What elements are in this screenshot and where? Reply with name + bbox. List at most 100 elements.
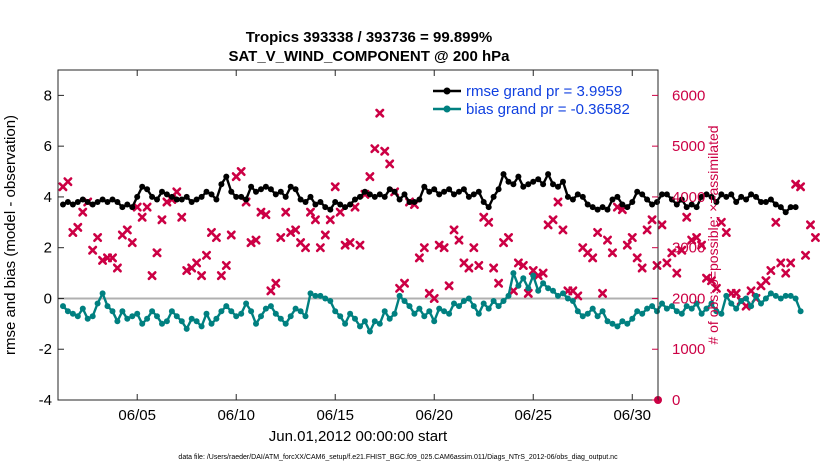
rmse-point [510, 181, 517, 188]
obs-point [177, 212, 187, 222]
bias-point [465, 295, 472, 302]
rmse-point [654, 199, 660, 205]
bias-point [183, 325, 190, 332]
bias-point [134, 310, 141, 317]
rmse-point [515, 173, 522, 180]
obs-point [256, 207, 266, 217]
rmse-point [649, 201, 656, 208]
x-tick-label: 06/15 [316, 407, 354, 424]
bias-point [490, 298, 497, 304]
bias-point [119, 308, 126, 315]
rmse-point [208, 191, 215, 198]
rmse-point [163, 191, 170, 198]
obs-point [221, 260, 231, 270]
bias-point [584, 310, 591, 317]
rmse-point [416, 196, 423, 203]
obs-point [246, 238, 256, 248]
bias-point [639, 310, 646, 317]
rmse-point [337, 201, 344, 208]
bias-point [748, 303, 755, 310]
bias-point [560, 290, 566, 297]
bias-point [738, 298, 745, 304]
obs-point [291, 225, 301, 235]
y-left-tick-label: 8 [44, 87, 52, 104]
obs-point [533, 271, 543, 281]
rmse-point [134, 193, 141, 200]
plot-frame [57, 69, 659, 401]
obs-point [607, 248, 617, 258]
rmse-point [748, 191, 755, 198]
bias-point [723, 292, 730, 299]
rmse-point [738, 193, 745, 200]
obs-point [796, 182, 806, 192]
rmse-point [139, 183, 146, 190]
rmse-point [89, 201, 96, 208]
rmse-point [79, 196, 86, 203]
bias-point [401, 298, 408, 304]
bias-point [386, 315, 393, 322]
bias-point [307, 290, 314, 297]
bias-point [277, 315, 284, 322]
bias-point [64, 308, 71, 315]
bias-point [733, 305, 740, 312]
obs-point [454, 235, 464, 245]
rmse-point [475, 188, 482, 195]
rmse-point [406, 199, 413, 205]
data-file-footer: data file: /Users/raeder/DAI/ATM_forcXX/… [178, 454, 618, 461]
rmse-point [149, 193, 156, 200]
legend: rmse grand pr = 3.9959 bias grand pr = -… [433, 83, 630, 118]
obs-point [622, 240, 632, 250]
rmse-point [327, 206, 334, 213]
obs-point [281, 207, 291, 217]
rmse-point [787, 204, 794, 211]
obs-point [518, 260, 528, 270]
bias-point [475, 310, 482, 317]
bias-point [431, 318, 438, 325]
rmse-point [505, 178, 512, 185]
y-right-tick-label: 3000 [672, 240, 705, 257]
rmse-point [267, 186, 274, 193]
bias-point [218, 308, 225, 315]
bias-point [634, 308, 641, 315]
rmse-point [282, 193, 289, 200]
rmse-point [198, 193, 205, 200]
bias-point [371, 318, 378, 325]
rmse-point [431, 186, 438, 193]
rmse-point [144, 186, 151, 193]
bias-point [208, 320, 215, 327]
obs-point [98, 255, 108, 265]
rmse-point [589, 204, 596, 211]
bias-point [248, 308, 255, 315]
bias-point [678, 310, 685, 317]
obs-point [598, 288, 608, 298]
rmse-point [391, 188, 398, 195]
obs-point [513, 258, 523, 268]
obs-point [142, 202, 152, 212]
obs-point [127, 238, 137, 248]
obs-point [63, 177, 73, 187]
obs-point [603, 235, 613, 245]
obs-point [78, 207, 88, 217]
rmse-point [772, 201, 779, 208]
obs-point [107, 253, 117, 263]
rmse-point [277, 188, 284, 195]
obs-point [553, 197, 563, 207]
rmse-point [297, 196, 304, 203]
obs-point [192, 258, 202, 268]
obs-point [716, 217, 726, 227]
obs-point [157, 215, 167, 225]
rmse-point [312, 201, 319, 208]
obs-point [385, 159, 395, 169]
rmse-series [60, 171, 799, 216]
bias-point [272, 310, 279, 317]
bias-point [84, 315, 91, 322]
rmse-point [535, 176, 542, 183]
bias-point [772, 292, 779, 299]
bias-point [460, 298, 467, 304]
obs-point [810, 233, 820, 243]
bias-point [89, 313, 96, 320]
legend-rmse-marker [443, 87, 451, 95]
obs-point [266, 286, 276, 296]
bias-point [451, 300, 457, 307]
rmse-point [762, 199, 769, 205]
